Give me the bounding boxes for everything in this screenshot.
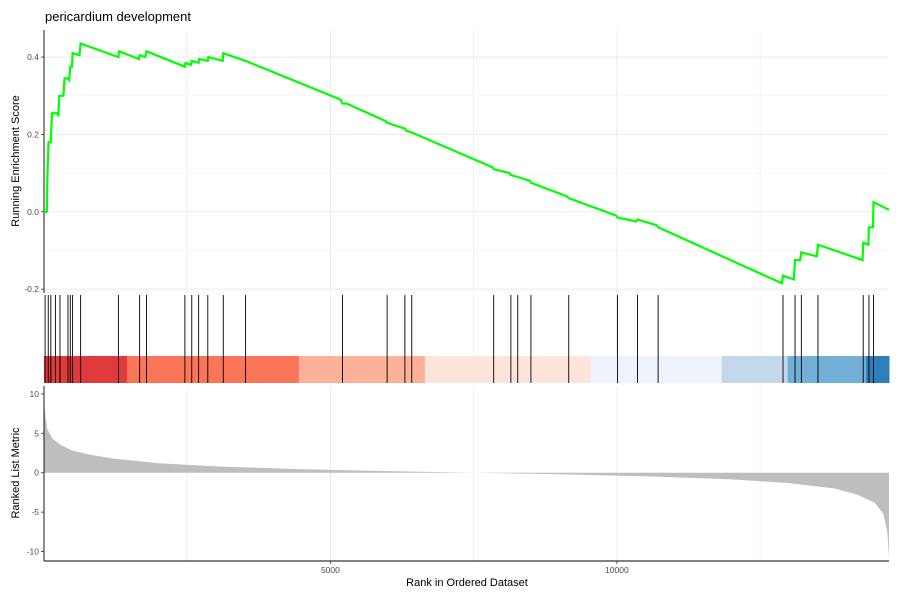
y-tick-label: -5 (31, 507, 39, 517)
running-enrichment-line (43, 41, 890, 285)
y-tick-label: 5 (34, 428, 39, 438)
y-tick-label: 10 (30, 389, 40, 399)
rank-color-band (43, 356, 128, 383)
enrichment-y-axis-label: Running Enrichment Score (10, 95, 22, 226)
y-tick-label: 0.2 (27, 129, 39, 139)
y-tick-label: 0.4 (27, 52, 39, 62)
rank-color-band (866, 356, 890, 383)
enrichment-score-panel: 0.4 0.2 0.0 -0.2 Running Enrichment Score (10, 30, 890, 294)
chart-title: pericardium development (45, 9, 191, 24)
enrichment-y-ticks: 0.4 0.2 0.0 -0.2 (24, 52, 44, 294)
ranked-metric-y-axis-label: Ranked List Metric (10, 427, 22, 519)
enrichment-grid (44, 30, 889, 293)
y-tick-label: -0.2 (24, 284, 39, 294)
y-tick-label: 0.0 (27, 207, 39, 217)
ranked-metric-panel: 10 5 0 -5 -10 5000 10000 Ranked List Metric R… (10, 386, 889, 589)
x-tick-label: 5000 (321, 565, 340, 575)
ranked-metric-x-ticks: 5000 10000 (321, 561, 629, 575)
rank-color-band (787, 356, 867, 383)
rank-color-band (298, 356, 426, 383)
rank-color-band (424, 356, 592, 383)
rank-color-band (721, 356, 789, 383)
ranked-metric-y-ticks: 10 5 0 -5 -10 (27, 389, 44, 557)
gene-set-rug-panel (43, 295, 890, 383)
ranked-metric-area (43, 397, 889, 558)
x-axis-label: Rank in Ordered Dataset (406, 577, 528, 589)
y-tick-label: 0 (34, 468, 39, 478)
rank-color-bands (43, 356, 890, 383)
rank-color-band (591, 356, 723, 383)
x-tick-label: 10000 (605, 565, 629, 575)
gene-hit-marks (44, 295, 874, 383)
rank-color-band (127, 356, 300, 383)
y-tick-label: -10 (27, 547, 40, 557)
